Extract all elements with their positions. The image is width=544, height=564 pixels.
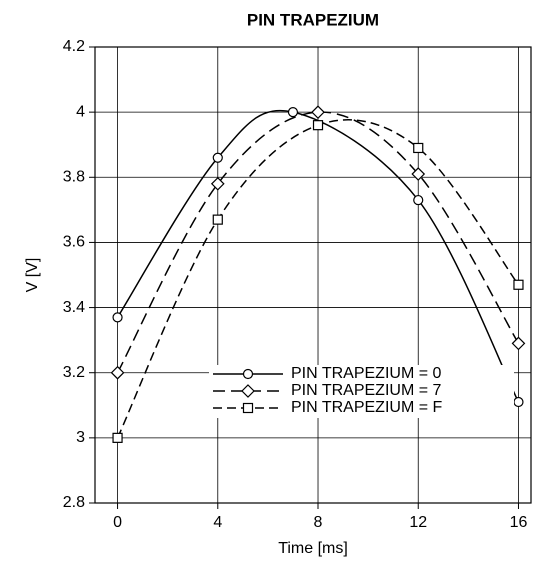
marker (413, 194, 424, 206)
x-tick-label: 4 (213, 514, 222, 531)
y-tick-label: 3.2 (63, 364, 85, 381)
series-line (116, 110, 520, 403)
x-tick-label: 12 (409, 514, 427, 531)
marker (513, 279, 524, 290)
marker (110, 365, 125, 380)
marker (242, 402, 254, 414)
y-tick-label: 4.2 (63, 38, 85, 55)
marker (287, 107, 299, 118)
chart-title: PIN TRAPEZIUM (247, 10, 379, 29)
marker (210, 176, 225, 191)
marker (112, 432, 123, 443)
marker (312, 120, 324, 131)
legend-label: PIN TRAPEZIUM = F (291, 399, 443, 416)
marker (513, 396, 524, 408)
marker (311, 105, 325, 119)
y-tick-label: 3.4 (63, 299, 85, 316)
marker (411, 167, 426, 181)
marker (112, 312, 123, 323)
x-tick-label: 8 (314, 514, 323, 531)
series-line (116, 111, 520, 374)
legend-label: PIN TRAPEZIUM = 0 (291, 365, 442, 382)
y-tick-label: 3 (76, 429, 85, 446)
x-axis-label: Time [ms] (278, 540, 348, 557)
marker (511, 336, 526, 351)
series-line (116, 119, 520, 439)
y-tick-label: 2.8 (63, 494, 85, 511)
y-tick-label: 3.6 (63, 234, 85, 251)
y-axis-label: V [V] (24, 258, 41, 293)
x-tick-label: 0 (113, 514, 122, 531)
marker (241, 384, 255, 398)
y-tick-label: 3.8 (63, 169, 85, 186)
legend-label: PIN TRAPEZIUM = 7 (291, 382, 442, 399)
marker (212, 214, 223, 225)
marker (242, 368, 254, 380)
marker (212, 152, 223, 163)
marker (413, 142, 424, 154)
plot-frame (94, 46, 532, 504)
x-tick-label: 16 (510, 514, 528, 531)
y-tick-label: 4 (76, 103, 85, 120)
